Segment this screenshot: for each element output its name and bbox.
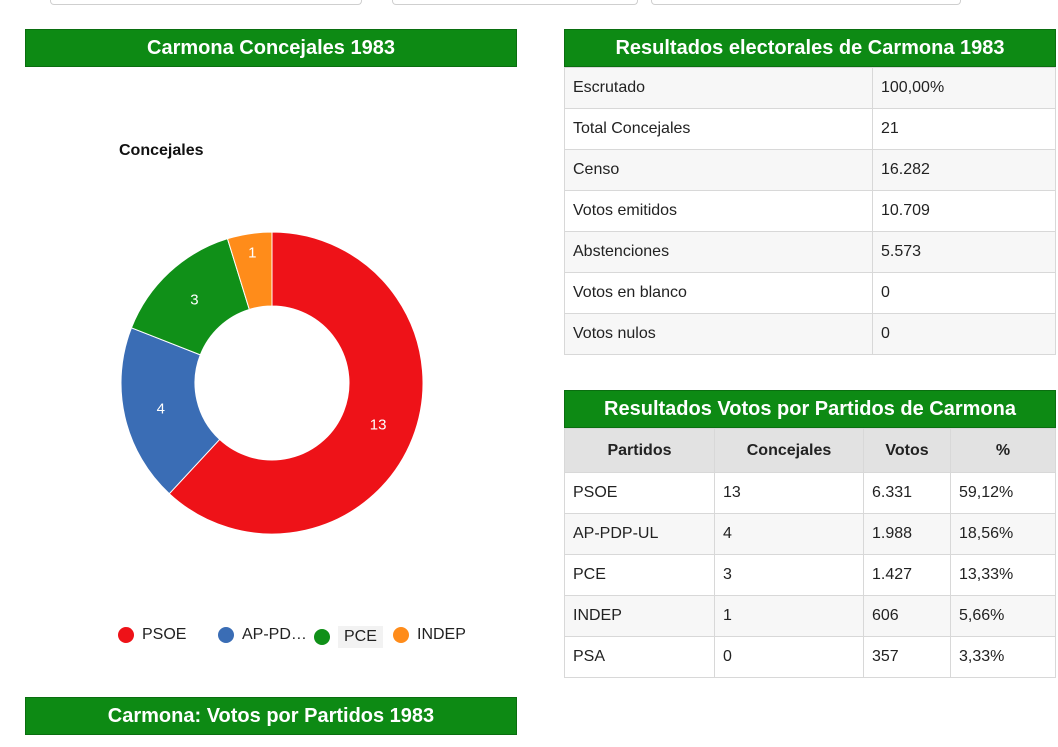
legend-swatch-ap <box>218 627 234 643</box>
cell-partido: PSOE <box>564 472 715 514</box>
cell-partido: PCE <box>564 554 715 596</box>
votos-partidos-table: Partidos Concejales Votos % PSOE 13 6.331 5… <box>564 428 1056 678</box>
resultado-value: 21 <box>872 108 1056 150</box>
donut-label-ap: 4 <box>157 400 165 417</box>
cell-votos: 1.988 <box>863 513 951 555</box>
concejales-donut-chart: 13 4 3 1 <box>120 231 424 535</box>
table-row: Votos emitidos 10.709 <box>564 190 1056 232</box>
cell-porcentaje: 18,56% <box>950 513 1056 555</box>
top-box-3 <box>651 0 961 5</box>
table-row: Censo 16.282 <box>564 149 1056 191</box>
cell-porcentaje: 5,66% <box>950 595 1056 637</box>
table-row: PCE 3 1.427 13,33% <box>564 554 1056 596</box>
cell-votos: 6.331 <box>863 472 951 514</box>
resultado-label: Votos nulos <box>564 313 873 355</box>
cell-porcentaje: 3,33% <box>950 636 1056 678</box>
votos-partidos-panel-title: Resultados Votos por Partidos de Carmona <box>564 390 1056 428</box>
table-row: Abstenciones 5.573 <box>564 231 1056 273</box>
donut-slice-psoe[interactable] <box>168 231 424 535</box>
resultado-value: 16.282 <box>872 149 1056 191</box>
resultado-value: 0 <box>872 313 1056 355</box>
table-row: Votos nulos 0 <box>564 313 1056 355</box>
resultado-label: Censo <box>564 149 873 191</box>
cell-partido: INDEP <box>564 595 715 637</box>
header-votos[interactable]: Votos <box>863 428 951 473</box>
cell-partido: PSA <box>564 636 715 678</box>
cell-votos: 606 <box>863 595 951 637</box>
resultado-value: 100,00% <box>872 67 1056 109</box>
table-row: AP-PDP-UL 4 1.988 18,56% <box>564 513 1056 555</box>
legend-label-indep: INDEP <box>417 626 466 643</box>
table-row: Escrutado 100,00% <box>564 67 1056 109</box>
legend-item-indep[interactable]: INDEP <box>393 626 466 644</box>
legend-item-psoe[interactable]: PSOE <box>118 626 186 644</box>
cell-votos: 357 <box>863 636 951 678</box>
resultado-label: Escrutado <box>564 67 873 109</box>
table-row: Votos en blanco 0 <box>564 272 1056 314</box>
legend-swatch-psoe <box>118 627 134 643</box>
donut-label-pce: 3 <box>190 291 198 308</box>
table-row: Total Concejales 21 <box>564 108 1056 150</box>
cell-partido: AP-PDP-UL <box>564 513 715 555</box>
legend-label-psoe: PSOE <box>142 626 187 643</box>
top-box-2 <box>392 0 638 5</box>
top-box-1 <box>50 0 362 5</box>
cell-porcentaje: 59,12% <box>950 472 1056 514</box>
legend-swatch-indep <box>393 627 409 643</box>
table-row: PSOE 13 6.331 59,12% <box>564 472 1056 514</box>
resultado-label: Votos emitidos <box>564 190 873 232</box>
resultado-value: 10.709 <box>872 190 1056 232</box>
cell-porcentaje: 13,33% <box>950 554 1056 596</box>
cell-concejales: 3 <box>714 554 864 596</box>
table-row: PSA 0 357 3,33% <box>564 636 1056 678</box>
resultado-label: Abstenciones <box>564 231 873 273</box>
resultado-label: Total Concejales <box>564 108 873 150</box>
donut-slice-indep[interactable] <box>226 231 273 311</box>
header-partidos[interactable]: Partidos <box>564 428 715 473</box>
legend-label-pce: PCE <box>338 626 383 648</box>
cell-concejales: 0 <box>714 636 864 678</box>
chart-title: Concejales <box>119 142 204 159</box>
donut-slice-ap[interactable] <box>120 327 221 495</box>
resultado-value: 0 <box>872 272 1056 314</box>
cell-concejales: 13 <box>714 472 864 514</box>
cell-concejales: 1 <box>714 595 864 637</box>
resultados-panel-title: Resultados electorales de Carmona 1983 <box>564 29 1056 67</box>
legend-label-ap: AP-PD… <box>242 626 307 643</box>
header-concejales[interactable]: Concejales <box>714 428 864 473</box>
concejales-panel-title: Carmona Concejales 1983 <box>25 29 517 67</box>
legend-item-pce[interactable]: PCE <box>314 626 383 648</box>
votos-chart-panel-title: Carmona: Votos por Partidos 1983 <box>25 697 517 735</box>
votos-table-header-row: Partidos Concejales Votos % <box>564 428 1056 473</box>
cell-votos: 1.427 <box>863 554 951 596</box>
resultado-value: 5.573 <box>872 231 1056 273</box>
header-porcentaje[interactable]: % <box>950 428 1056 473</box>
resultado-label: Votos en blanco <box>564 272 873 314</box>
donut-label-psoe: 13 <box>370 417 387 434</box>
legend-item-ap[interactable]: AP-PD… <box>218 626 307 644</box>
resultados-table: Escrutado 100,00% Total Concejales 21 Censo 1… <box>564 67 1056 355</box>
donut-label-indep: 1 <box>248 244 256 261</box>
table-row: INDEP 1 606 5,66% <box>564 595 1056 637</box>
legend-swatch-pce <box>314 629 330 645</box>
cell-concejales: 4 <box>714 513 864 555</box>
